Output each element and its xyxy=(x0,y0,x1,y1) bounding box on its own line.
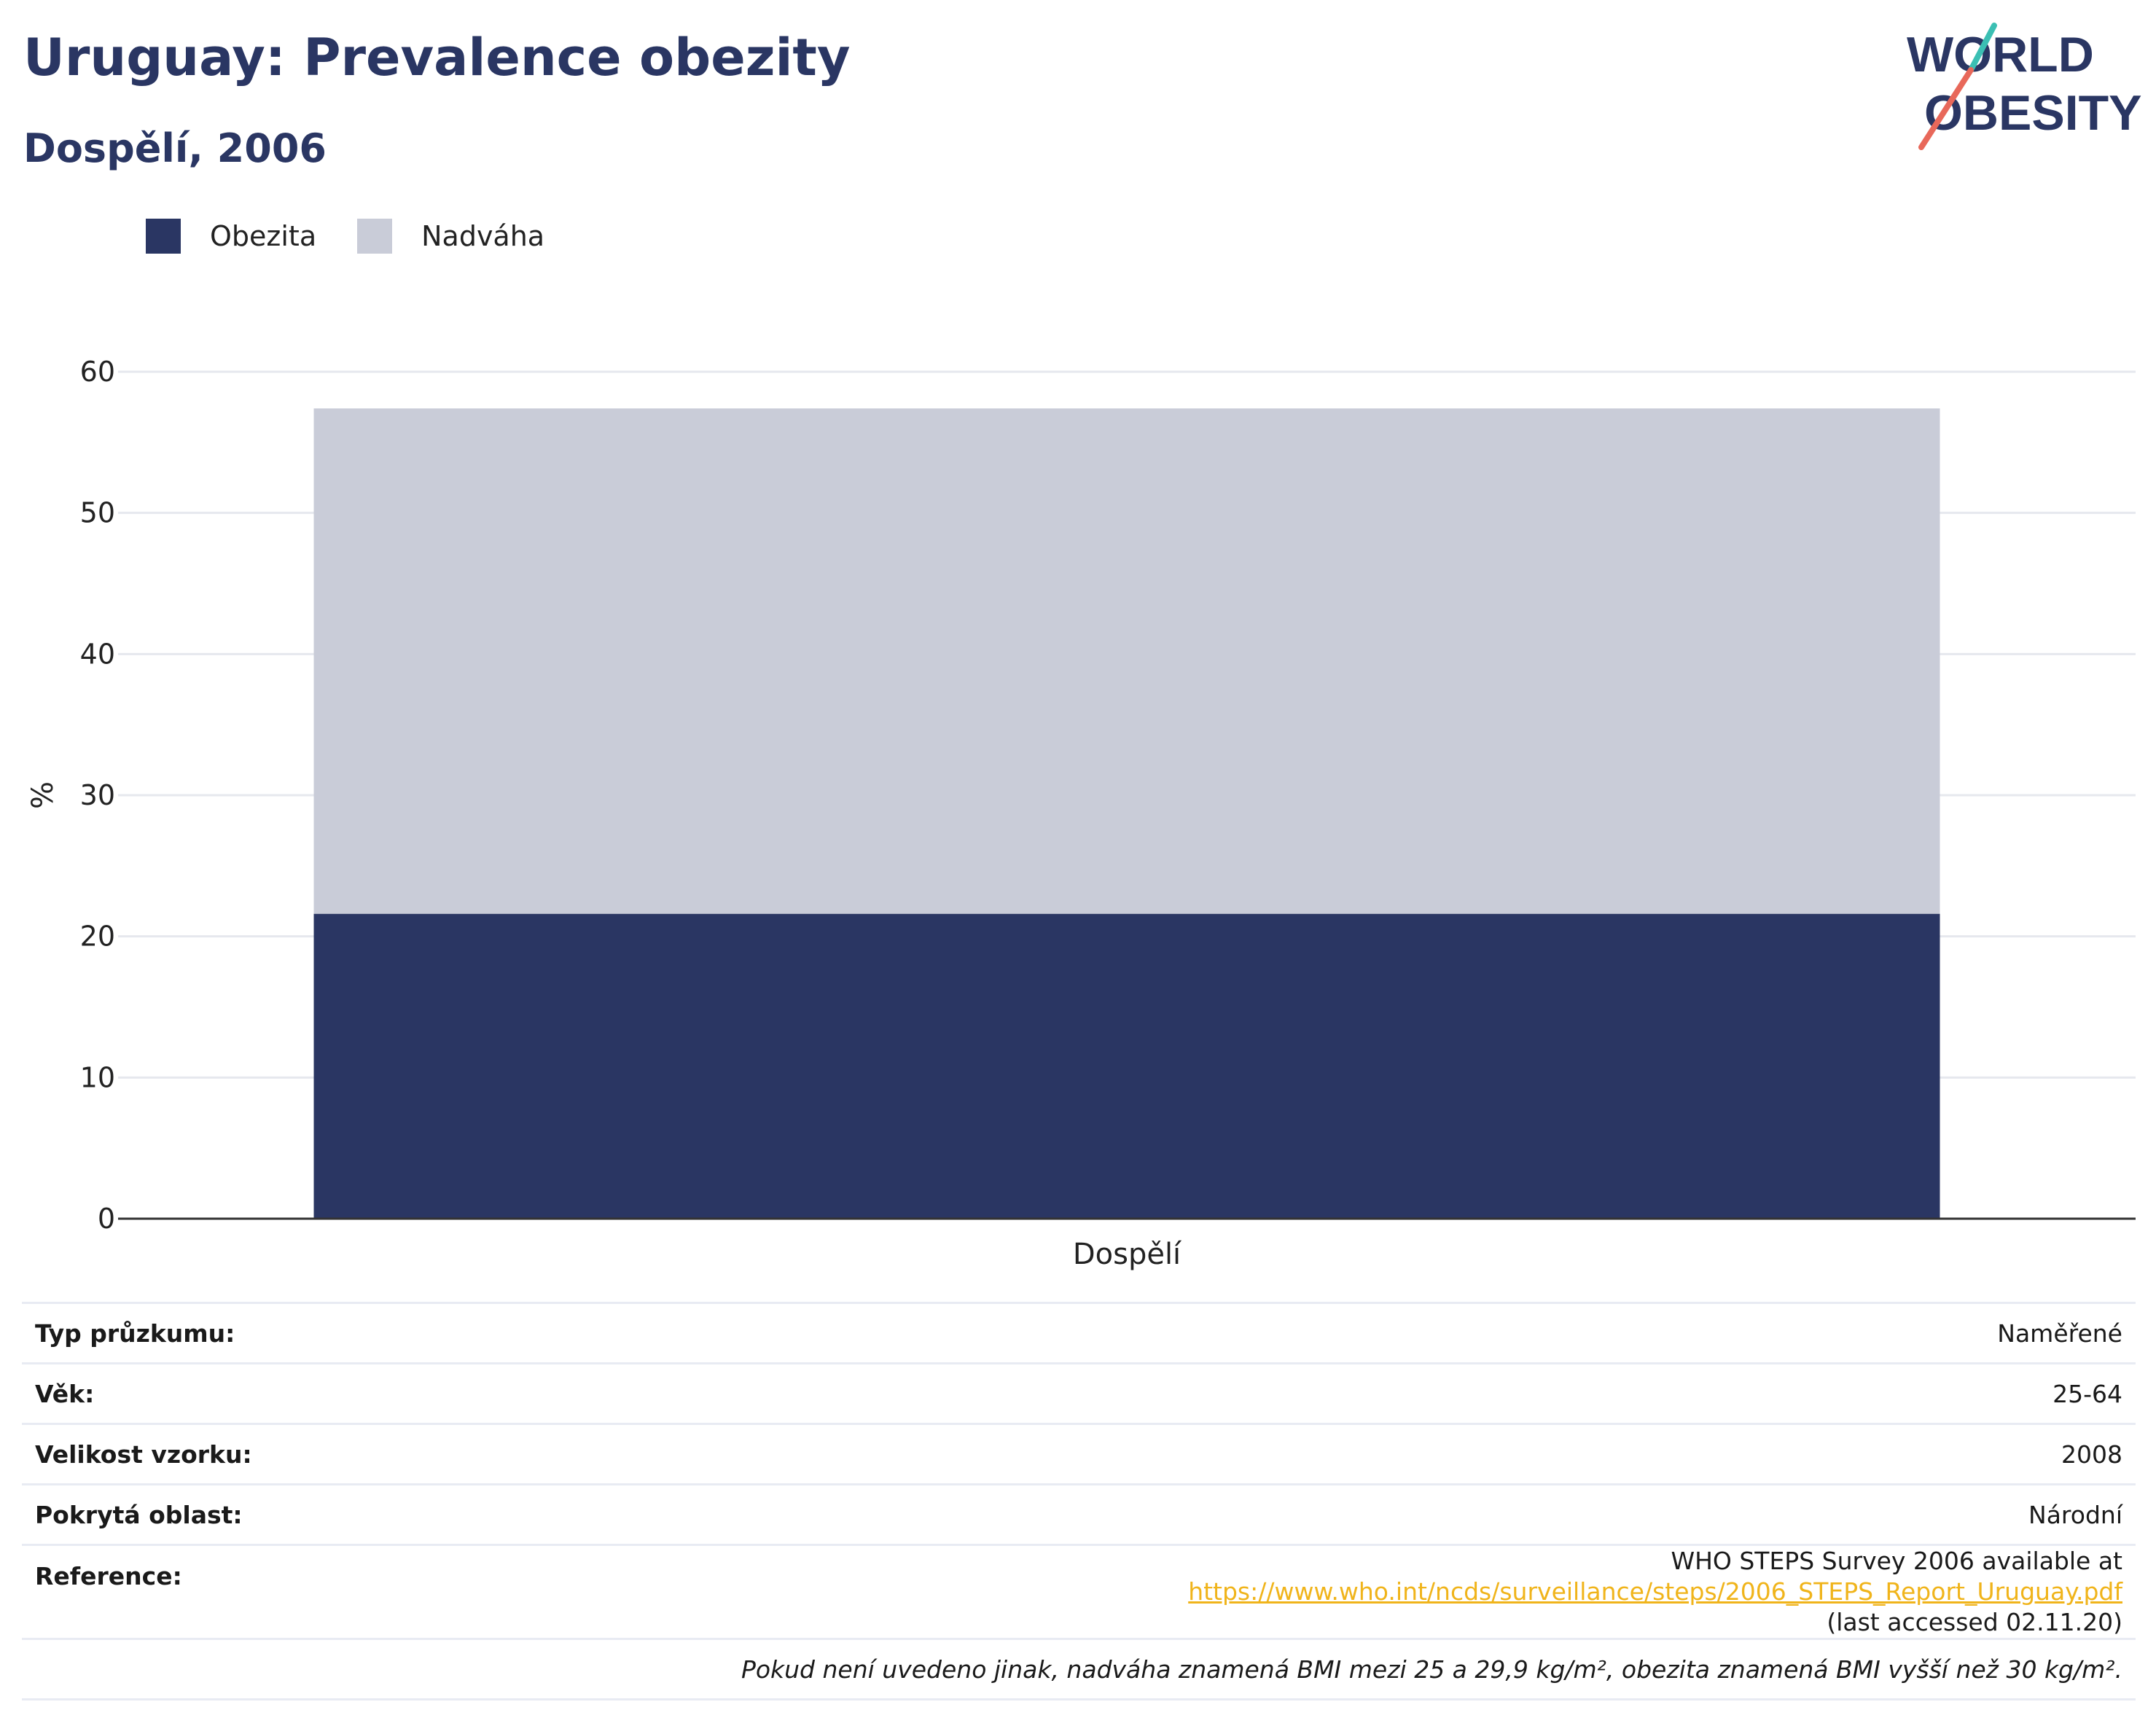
logo-slash-red xyxy=(1918,67,1974,150)
info-value-survey-type: Naměřené xyxy=(558,1302,2136,1364)
info-row-coverage: Pokrytá oblast: Národní xyxy=(22,1484,2136,1546)
info-key-survey-type: Typ průzkumu: xyxy=(22,1302,558,1364)
info-row-note: Pokud není uvedeno jinak, nadváha znamen… xyxy=(22,1639,2136,1700)
legend-swatch-nadvaha xyxy=(357,219,393,254)
info-row-age: Věk: 25-64 xyxy=(22,1363,2136,1425)
definition-note: Pokud není uvedeno jinak, nadváha znamen… xyxy=(22,1639,2136,1700)
y-tick-label-10: 10 xyxy=(80,1061,115,1093)
logo-slash-teal xyxy=(1968,23,1997,73)
y-tick-label-40: 40 xyxy=(80,638,115,670)
y-tick-label-20: 20 xyxy=(80,921,115,953)
legend-label-obezita: Obezita xyxy=(210,220,317,252)
bar-chart: 0 10 20 30 40 50 60% Dospělí xyxy=(26,356,2136,1271)
info-value-coverage: Národní xyxy=(558,1484,2136,1546)
info-row-sample-size: Velikost vzorku: 2008 xyxy=(22,1423,2136,1485)
y-tick-label-30: 30 xyxy=(80,779,115,811)
info-key-age: Věk: xyxy=(22,1363,558,1425)
bar-obezita-0 xyxy=(313,913,1940,1219)
info-row-reference: Reference: WHO STEPS Survey 2006 availab… xyxy=(22,1544,2136,1640)
logo-text-world: WORLD xyxy=(1907,27,2094,82)
chart-subtitle: Dospělí, 2006 xyxy=(23,125,327,171)
legend-item-obezita[interactable]: Obezita xyxy=(146,219,316,254)
y-tick-label-0: 0 xyxy=(98,1203,115,1235)
chart-title: Uruguay: Prevalence obezity xyxy=(23,28,851,87)
info-key-coverage: Pokrytá oblast: xyxy=(22,1484,558,1546)
y-tick-label-60: 60 xyxy=(80,356,115,388)
info-key-sample-size: Velikost vzorku: xyxy=(22,1423,558,1485)
logo-text-obesity: OBESITY xyxy=(1924,85,2142,141)
info-row-survey-type: Typ průzkumu: Naměřené xyxy=(22,1302,2136,1364)
legend-swatch-obezita xyxy=(146,219,181,254)
chart-legend: Obezita Nadváha xyxy=(146,217,585,255)
info-value-sample-size: 2008 xyxy=(558,1423,2136,1485)
info-key-reference: Reference: xyxy=(22,1544,558,1640)
bar-nadv-ha-0 xyxy=(313,408,1940,914)
info-value-reference: WHO STEPS Survey 2006 available at https… xyxy=(558,1544,2136,1640)
legend-item-nadvaha[interactable]: Nadváha xyxy=(357,219,544,254)
info-value-age: 25-64 xyxy=(558,1363,2136,1425)
world-obesity-logo: WORLD OBESITY xyxy=(1907,23,2142,150)
x-tick-label-0: Dospělí xyxy=(1073,1238,1182,1271)
reference-prefix: WHO STEPS Survey 2006 available at xyxy=(1671,1547,2122,1575)
reference-link[interactable]: https://www.who.int/ncds/surveillance/st… xyxy=(1188,1577,2122,1606)
y-axis-title: % xyxy=(26,781,60,809)
reference-suffix: (last accessed 02.11.20) xyxy=(1827,1608,2122,1636)
y-tick-label-50: 50 xyxy=(80,497,115,529)
legend-label-nadvaha: Nadváha xyxy=(421,220,545,252)
survey-info-table: Typ průzkumu: Naměřené Věk: 25-64 Veliko… xyxy=(22,1302,2136,1700)
